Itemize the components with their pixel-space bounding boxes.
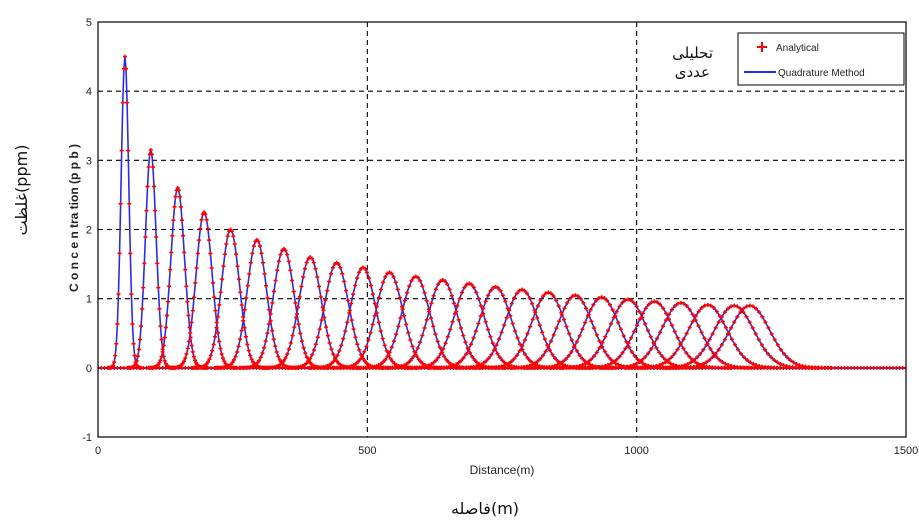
y-tick-labels: -1 0 1 2 3 4 5 — [82, 17, 92, 444]
x-tick-label-3: 1500 — [894, 445, 918, 457]
y-tick-label-1: 0 — [86, 363, 92, 375]
legend-label-quadrature: Quadrature Method — [778, 68, 865, 79]
legend-label-analytical: Analytical — [776, 43, 819, 54]
analytical-baseline-markers — [98, 365, 906, 370]
markers-group — [98, 54, 906, 370]
x-tick-labels: 0 500 1000 1500 — [95, 445, 918, 457]
y-tick-label-5: 4 — [86, 86, 92, 98]
legend-marker-icon — [757, 42, 767, 52]
y-tick-label-4: 3 — [86, 155, 92, 167]
y-axis-label: C o n c e n tra tion (p p b ) — [67, 144, 81, 292]
x-tick-label-1: 500 — [358, 445, 376, 457]
x-tick-label-2: 1000 — [624, 445, 648, 457]
x-axis-label-persian: فاصله(m) — [451, 499, 519, 518]
y-axis-label-persian: غلظت(ppm) — [12, 145, 31, 236]
x-tick-label-0: 0 — [95, 445, 101, 457]
annotation-analytical: تحلیلی — [672, 44, 713, 62]
y-tick-label-2: 1 — [86, 294, 92, 306]
legend: Analytical Quadrature Method — [737, 32, 905, 86]
plot-frame — [97, 21, 907, 438]
annotation-numerical: عددی — [675, 63, 710, 81]
y-tick-label-3: 2 — [86, 225, 92, 237]
legend-box — [737, 32, 905, 86]
x-axis-label: Distance(m) — [470, 463, 535, 477]
y-tick-label-0: -1 — [82, 432, 92, 444]
y-tick-label-6: 5 — [86, 17, 92, 29]
